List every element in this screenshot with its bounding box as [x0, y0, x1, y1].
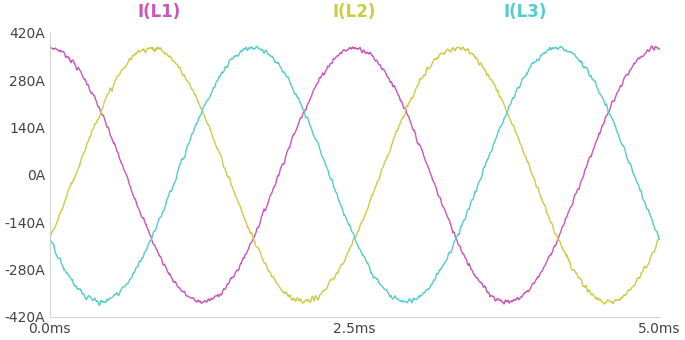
I(L1): [464, 263, 473, 267]
I(L2): [601, 302, 609, 306]
I(L3): [523, 71, 531, 75]
I(L1): [314, 80, 323, 84]
I(L2): [108, 89, 116, 94]
Line: I(L1): I(L1): [50, 46, 660, 304]
I(L3): [95, 303, 103, 307]
I(L2): [522, 155, 530, 159]
I(L2): [292, 297, 301, 301]
Text: I(L3): I(L3): [503, 3, 547, 21]
I(L2): [314, 298, 323, 302]
I(L1): [522, 290, 530, 294]
Line: I(L2): I(L2): [50, 47, 660, 304]
Text: I(L1): I(L1): [138, 3, 181, 21]
I(L2): [458, 45, 466, 49]
I(L3): [253, 45, 261, 49]
I(L1): [108, 137, 116, 141]
I(L1): [292, 128, 301, 132]
I(L3): [316, 147, 324, 151]
I(L3): [293, 96, 301, 100]
I(L1): [533, 276, 541, 280]
I(L3): [108, 295, 116, 299]
I(L1): [656, 47, 664, 51]
I(L2): [465, 50, 473, 54]
I(L1): [46, 44, 54, 48]
I(L2): [656, 237, 664, 241]
I(L3): [534, 57, 542, 62]
I(L1): [500, 302, 508, 306]
I(L3): [656, 237, 664, 241]
I(L2): [46, 236, 54, 240]
Line: I(L3): I(L3): [50, 47, 660, 305]
Text: I(L2): I(L2): [333, 3, 376, 21]
I(L3): [46, 236, 54, 240]
I(L3): [466, 205, 474, 209]
I(L2): [533, 185, 541, 189]
